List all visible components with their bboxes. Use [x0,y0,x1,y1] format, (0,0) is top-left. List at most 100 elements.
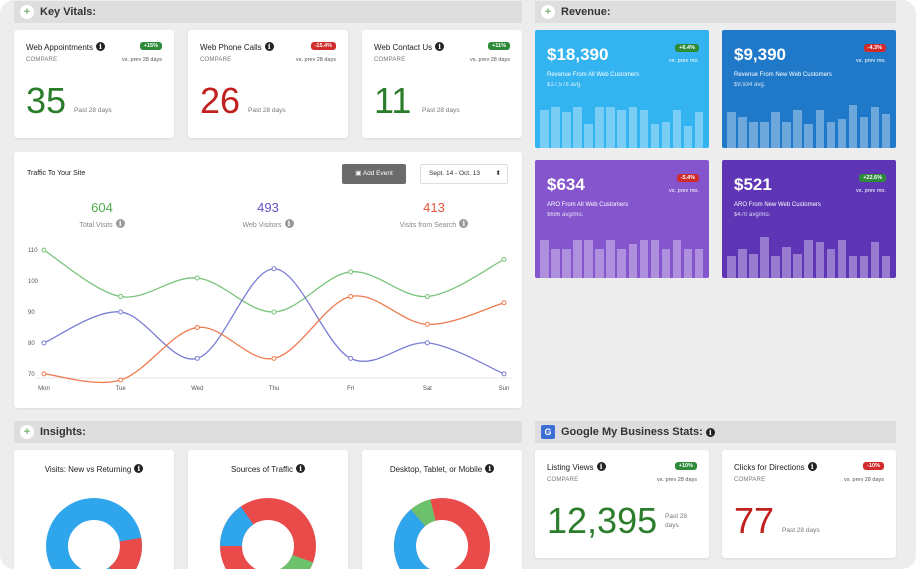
gmb-header[interactable]: G Google My Business Stats: i [535,421,896,443]
gmb-card-listing-views: Listing Views i COMPARE +10% vs. prev 28 … [535,450,709,558]
spark-bar [595,107,604,148]
data-point[interactable] [118,377,124,383]
stat-label: Visits from Search [399,222,457,229]
data-point[interactable] [118,309,124,315]
stat-label-web-visitors: Web Visitors i [208,219,328,229]
revenue-header[interactable]: + Revenue: [535,1,896,23]
data-point[interactable] [348,355,354,361]
y-tick-label: 110 [28,248,38,254]
spark-bar [628,107,638,148]
info-icon[interactable]: i [596,462,606,471]
spark-bar [826,121,836,148]
data-point[interactable] [118,294,124,300]
spark-bar [595,249,604,278]
info-icon[interactable]: i [96,42,106,51]
section-title: Revenue: [561,6,611,18]
x-tick-label: Mon [38,386,50,392]
donut-segment-tablet [410,499,437,527]
data-point[interactable] [41,371,47,377]
spark-bar [694,249,704,278]
compare-toggle[interactable]: COMPARE [26,57,58,63]
x-tick-label: Sun [499,386,510,392]
y-tick-label: 80 [28,341,35,347]
expand-icon[interactable]: + [20,5,34,19]
gmb-value: 77 [734,500,775,541]
info-icon[interactable]: i [705,427,715,437]
spark-bar [727,112,736,148]
data-point[interactable] [194,355,200,361]
series-line-2 [43,295,505,384]
donut-segment-referral [280,554,313,569]
data-point[interactable] [501,371,507,377]
y-tick-label: 100 [28,279,39,285]
data-point[interactable] [271,266,277,272]
vital-value: 26 [200,80,241,121]
data-point[interactable] [424,340,430,346]
compare-toggle[interactable]: COMPARE [374,57,406,63]
insight-card-sources-of-traffic: Sources of Traffic i [188,450,348,569]
spark-bar [573,239,582,278]
info-icon[interactable]: i [485,464,495,473]
gmb-value: 12,395 [547,500,658,541]
spark-bar [584,124,593,148]
data-point[interactable] [501,256,507,262]
period-label: Past 28 days [422,107,460,114]
section-title: Google My Business Stats: [561,426,703,438]
data-point[interactable] [424,321,430,327]
spark-bar [881,114,891,148]
info-icon[interactable]: i [435,42,445,51]
spark-bar [551,107,560,148]
compare-toggle[interactable]: COMPARE [547,477,579,483]
data-point[interactable] [424,294,430,300]
period-label: Past 28 days [782,527,820,534]
date-range-select[interactable]: Sept. 14 - Oct. 13 ⬍ [420,164,508,184]
data-point[interactable] [41,340,47,346]
data-point[interactable] [41,247,47,253]
stat-label-total-visits: Total Visits i [42,219,162,229]
y-tick-label: 90 [28,310,35,316]
data-point[interactable] [501,300,507,306]
data-point[interactable] [194,275,200,281]
info-icon[interactable]: i [134,464,144,473]
revenue-sparkbars [726,230,892,278]
data-point[interactable] [348,269,354,275]
revenue-average: $17,578 avg. [547,82,582,88]
trend-badge: +6.4% [675,44,699,52]
info-icon[interactable]: i [115,219,125,228]
info-icon[interactable]: i [459,219,469,228]
spark-bar [815,109,825,148]
info-icon[interactable]: i [296,464,306,473]
revenue-average: $696 avg/mo. [547,212,584,218]
donut-chart [394,498,490,569]
comparison-period: vs. prev mo. [856,188,886,194]
gmb-title: Clicks for Directions [734,463,805,472]
trend-badge: -4.3% [863,44,886,52]
spark-bar [782,121,791,148]
google-business-icon: G [541,425,555,439]
trend-badge: -10% [863,462,884,470]
data-point[interactable] [194,324,200,330]
spark-bar [749,254,758,278]
expand-icon[interactable]: + [541,5,555,19]
revenue-amount: $634 [547,175,585,194]
spark-bar [639,239,649,278]
data-point[interactable] [271,355,277,361]
vital-card-web-appointments: Web Appointments i COMPARE +15% vs. prev … [14,30,174,138]
info-icon[interactable]: i [284,219,294,228]
expand-icon[interactable]: + [20,425,34,439]
vital-card-web-phone-calls: Web Phone Calls i COMPARE -15.4% vs. prev… [188,30,348,138]
compare-toggle[interactable]: COMPARE [734,477,766,483]
data-point[interactable] [348,294,354,300]
info-icon[interactable]: i [264,42,274,51]
date-range-value: Sept. 14 - Oct. 13 [429,170,480,177]
revenue-sparkbars [539,230,705,278]
info-icon[interactable]: i [807,462,817,471]
key-vitals-header[interactable]: + Key Vitals: [14,1,522,23]
data-point[interactable] [271,309,277,315]
insights-header[interactable]: + Insights: [14,421,522,443]
compare-toggle[interactable]: COMPARE [200,57,232,63]
revenue-label: ARO From All Web Customers [547,202,629,208]
add-event-button[interactable]: ▣ Add Event [342,164,406,184]
spark-bar [848,104,858,148]
revenue-label: Revenue From All Web Customers [547,72,640,78]
